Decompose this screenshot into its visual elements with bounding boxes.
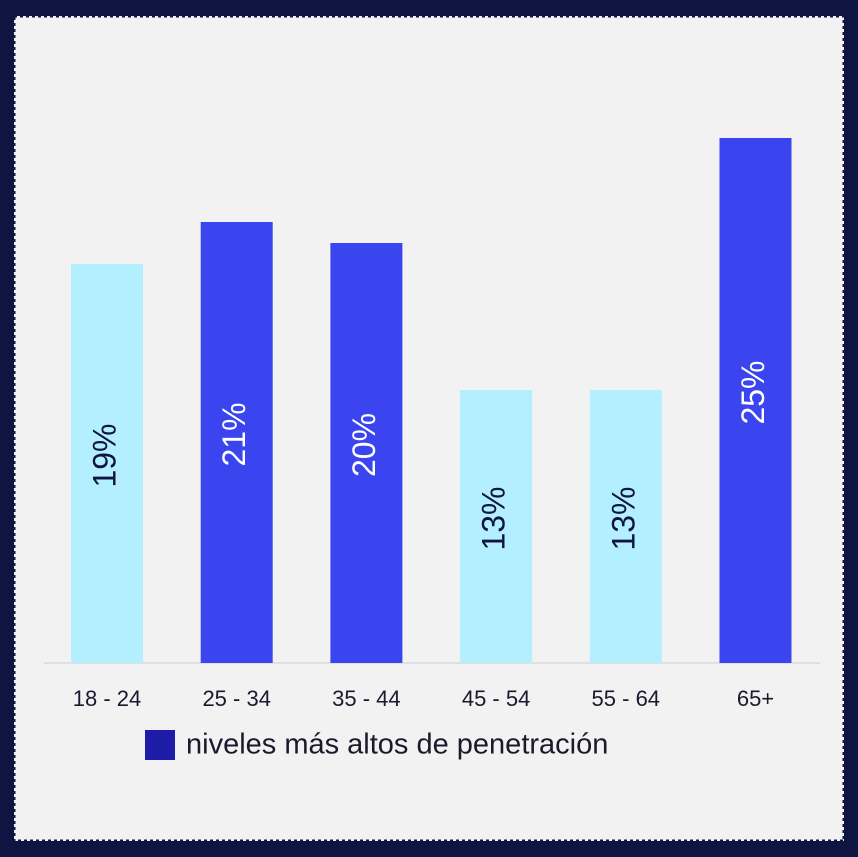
x-tick-label: 25 - 34: [202, 686, 271, 711]
bar: [589, 390, 662, 663]
bar: [719, 138, 792, 663]
data-label: 21%: [216, 402, 252, 466]
x-tick-label: 45 - 54: [462, 686, 531, 711]
bar: [71, 264, 143, 663]
bar: [330, 243, 403, 663]
data-label: 13%: [605, 486, 641, 550]
bar: [460, 390, 533, 663]
x-tick-label: 55 - 64: [592, 686, 661, 711]
x-tick-label: 35 - 44: [332, 686, 401, 711]
data-label: 19%: [86, 423, 122, 487]
x-tick-label: 65+: [737, 686, 774, 711]
data-label: 13%: [476, 486, 512, 550]
legend-swatch: [145, 730, 175, 760]
bar: [200, 222, 273, 663]
panel: [12, 14, 846, 843]
x-tick-label: 18 - 24: [73, 686, 142, 711]
data-label: 20%: [346, 413, 382, 477]
legend-label: niveles más altos de penetración: [186, 729, 608, 761]
data-label: 25%: [735, 360, 771, 424]
